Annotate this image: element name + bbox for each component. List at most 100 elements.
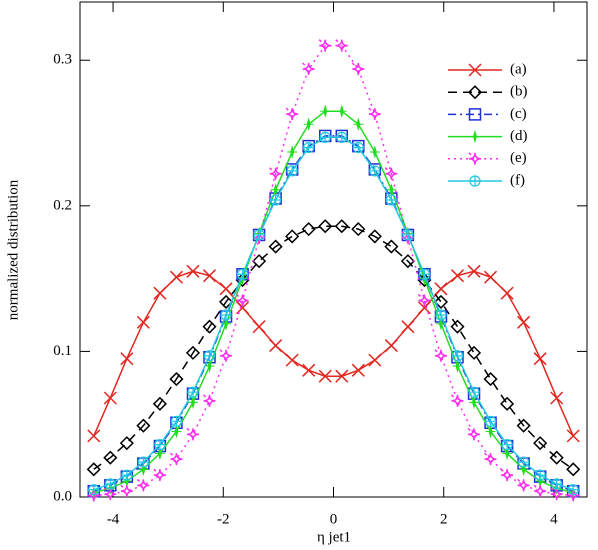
marker: [121, 469, 133, 481]
marker: [120, 352, 134, 366]
series-line: [93, 44, 574, 497]
marker: [500, 286, 514, 300]
marker: [269, 339, 283, 353]
marker: [187, 395, 198, 410]
marker: [120, 484, 133, 498]
marker: [169, 372, 184, 387]
marker: [302, 62, 315, 76]
legend-label: (f): [510, 172, 525, 188]
marker: [518, 456, 530, 468]
marker: [154, 446, 165, 461]
marker: [351, 363, 365, 377]
marker: [417, 301, 431, 315]
marker: [318, 219, 333, 234]
marker: [319, 131, 331, 143]
marker: [485, 424, 496, 439]
marker: [334, 219, 349, 234]
legend-label: (b): [510, 84, 528, 100]
marker: [336, 104, 347, 118]
marker: [352, 142, 364, 154]
marker: [401, 320, 415, 334]
y-tick-label: 0.1: [53, 343, 72, 359]
x-tick-label: -4: [107, 511, 120, 527]
marker: [566, 462, 581, 477]
marker: [467, 427, 481, 441]
marker: [219, 282, 233, 296]
marker: [303, 142, 315, 154]
marker: [104, 478, 116, 490]
marker: [550, 391, 564, 405]
legend-label: (e): [510, 150, 527, 166]
series-line: [93, 110, 574, 494]
marker: [236, 293, 249, 307]
marker: [353, 117, 364, 132]
marker: [220, 309, 232, 321]
y-tick-label: 0.0: [53, 488, 72, 504]
legend-label: (c): [510, 106, 527, 122]
legend-marker: [468, 63, 482, 77]
marker: [351, 222, 366, 237]
marker: [152, 396, 167, 411]
series-line: [93, 135, 574, 492]
marker: [253, 229, 265, 241]
marker: [285, 353, 299, 367]
marker: [384, 167, 398, 180]
marker: [534, 469, 546, 481]
marker: [566, 429, 580, 443]
marker: [204, 359, 215, 373]
marker: [501, 439, 513, 451]
marker: [484, 452, 497, 466]
marker: [450, 394, 464, 407]
marker: [517, 315, 531, 329]
marker: [336, 131, 348, 143]
marker: [417, 293, 431, 307]
marker: [269, 167, 282, 180]
legend-marker: [468, 152, 482, 165]
marker: [384, 339, 398, 353]
series-line: [93, 136, 574, 491]
marker: [137, 456, 149, 468]
marker: [368, 353, 382, 367]
marker: [171, 424, 182, 439]
marker: [202, 269, 217, 283]
x-tick-label: -2: [217, 511, 230, 527]
marker: [451, 350, 464, 362]
marker: [433, 294, 449, 309]
marker: [103, 450, 118, 465]
y-tick-label: 0.2: [53, 197, 72, 213]
marker: [369, 165, 381, 177]
marker: [484, 270, 498, 284]
series-line: [93, 225, 574, 470]
marker: [169, 452, 183, 466]
marker: [533, 484, 547, 498]
marker: [170, 415, 183, 427]
marker: [500, 468, 514, 482]
marker: [466, 345, 482, 360]
marker: [119, 436, 134, 451]
marker: [301, 222, 316, 237]
marker: [450, 269, 465, 283]
marker: [434, 349, 448, 362]
legend-marker: [467, 85, 483, 100]
marker: [450, 319, 465, 334]
marker: [567, 484, 579, 496]
marker: [153, 286, 167, 300]
x-tick-label: 2: [440, 511, 448, 527]
marker: [549, 450, 564, 465]
marker: [484, 415, 497, 427]
legend-marker: [469, 175, 481, 187]
marker: [384, 239, 399, 254]
marker: [551, 478, 563, 490]
marker: [136, 418, 151, 433]
marker: [252, 320, 266, 334]
marker: [402, 229, 414, 241]
marker: [154, 439, 166, 451]
legend-label: (d): [510, 128, 528, 144]
marker: [367, 229, 382, 244]
marker: [252, 254, 267, 269]
marker: [418, 268, 431, 280]
x-axis-label: η jet1: [317, 529, 351, 545]
marker: [103, 391, 117, 405]
marker: [203, 350, 216, 362]
